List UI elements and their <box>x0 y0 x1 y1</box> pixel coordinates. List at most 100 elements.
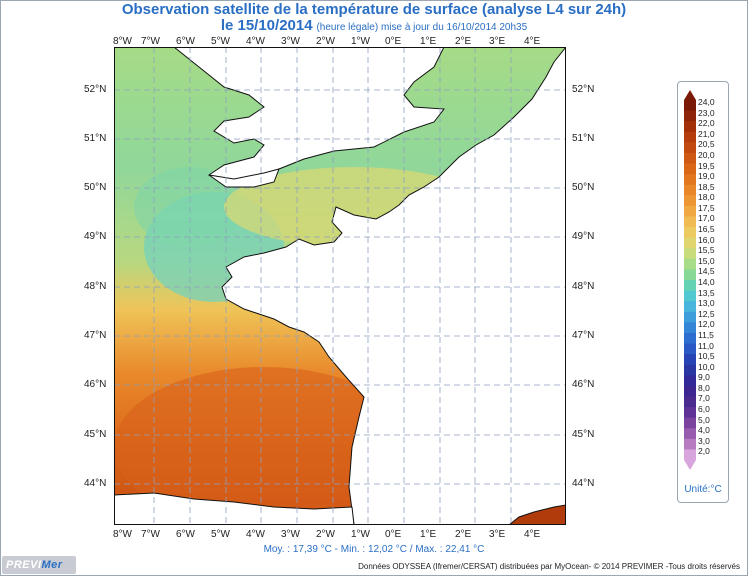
legend-swatch-20 <box>684 311 696 323</box>
lon-label-bottom-12: 4°E <box>524 529 541 540</box>
legend-swatch-33 <box>684 449 696 461</box>
legend-swatch-29 <box>684 407 696 419</box>
lon-label-bottom-11: 3°E <box>489 529 506 540</box>
legend-swatch-0 <box>684 100 696 112</box>
legend-label-28: 7,0 <box>698 393 710 404</box>
legend-label-23: 11,0 <box>698 340 714 351</box>
legend-label-25: 10,0 <box>698 361 715 372</box>
legend-label-10: 17,5 <box>698 202 715 213</box>
legend-label-20: 12,5 <box>698 308 715 319</box>
legend-label-21: 12,0 <box>698 319 715 330</box>
legend-swatch-18 <box>684 290 696 302</box>
legend-swatch-16 <box>684 269 696 281</box>
lon-label-top-5: 3°W <box>281 36 300 47</box>
map-date: le 15/10/2014 <box>220 17 313 34</box>
legend-label-15: 15,0 <box>698 255 715 266</box>
logo-text-1: PREVI <box>6 559 42 571</box>
legend-label-14: 15,5 <box>698 245 715 256</box>
legend-swatch-2 <box>684 121 696 133</box>
legend-swatch-22 <box>684 332 696 345</box>
lat-label-right-4: 48°N <box>572 281 595 292</box>
legend-swatch-24 <box>684 354 696 366</box>
update-info: (heure légale) mise à jour du 16/10/2014… <box>316 22 528 33</box>
sst-map <box>114 47 566 525</box>
lon-label-bottom-1: 7°W <box>141 529 160 540</box>
lon-label-bottom-5: 3°W <box>281 529 300 540</box>
lon-label-top-1: 7°W <box>141 36 160 47</box>
legend-label-19: 13,0 <box>698 298 715 309</box>
lat-label-left-3: 49°N <box>84 231 107 242</box>
legend-swatch-25 <box>684 364 696 376</box>
map-title: Observation satellite de la température … <box>121 1 627 18</box>
lon-label-top-11: 3°E <box>489 36 506 47</box>
legend-swatch-9 <box>684 195 696 207</box>
legend-label-27: 8,0 <box>698 382 710 393</box>
lat-label-left-8: 44°N <box>84 478 107 489</box>
legend-swatch-32 <box>684 438 696 450</box>
legend-label-0: 24,0 <box>698 97 715 107</box>
lat-label-right-3: 49°N <box>572 231 595 242</box>
lon-label-bottom-7: 1°W <box>351 529 370 540</box>
legend-swatch-10 <box>684 205 696 217</box>
lat-label-left-0: 52°N <box>84 84 107 95</box>
legend-swatch-11 <box>684 216 696 228</box>
legend-label-26: 9,0 <box>698 372 710 383</box>
graticule <box>114 47 566 525</box>
lat-label-right-6: 46°N <box>572 379 595 390</box>
legend-swatch-21 <box>684 322 696 334</box>
lon-label-bottom-3: 5°W <box>211 529 230 540</box>
lon-label-bottom-6: 2°W <box>316 529 335 540</box>
lon-label-bottom-9: 1°E <box>420 529 437 540</box>
legend-label-8: 18,5 <box>698 181 715 192</box>
legend-label-7: 19,0 <box>698 171 715 182</box>
legend-label-11: 17,0 <box>698 213 715 224</box>
lon-label-bottom-10: 2°E <box>455 529 472 540</box>
lon-label-top-10: 2°E <box>455 36 472 47</box>
lat-label-right-2: 50°N <box>572 182 595 193</box>
legend-label-1: 23,0 <box>698 107 715 118</box>
lat-label-left-7: 45°N <box>84 429 107 440</box>
lon-label-top-8: 0°E <box>385 36 402 47</box>
lat-label-right-1: 51°N <box>572 133 595 144</box>
legend-label-6: 19,5 <box>698 160 715 171</box>
lat-label-right-5: 47°N <box>572 330 595 341</box>
legend-swatch-19 <box>684 301 696 313</box>
lon-label-top-6: 2°W <box>316 36 335 47</box>
lon-label-bottom-4: 4°W <box>246 529 265 540</box>
stats-line: Moy. : 17,39 °C - Min. : 12,02 °C / Max.… <box>263 544 485 555</box>
mediterranean <box>508 504 566 525</box>
legend-arrow-top <box>684 90 696 100</box>
map-border <box>114 47 566 525</box>
lat-label-left-1: 51°N <box>84 133 107 144</box>
legend-label-12: 16,5 <box>698 224 715 235</box>
legend-label-29: 6,0 <box>698 404 710 415</box>
lat-label-right-7: 45°N <box>572 429 595 440</box>
land-spain <box>114 492 355 525</box>
legend-swatch-5 <box>684 152 696 165</box>
lon-label-top-4: 4°W <box>246 36 265 47</box>
legend-swatch-15 <box>684 258 696 270</box>
legend-label-22: 11,5 <box>698 329 714 340</box>
legend-arrow-bottom <box>684 460 696 470</box>
legend-colorbar <box>684 90 696 470</box>
legend-label-24: 10,5 <box>698 351 715 362</box>
legend-label-3: 21,0 <box>698 128 715 139</box>
lon-label-top-7: 1°W <box>351 36 370 47</box>
legend-swatch-26 <box>684 375 696 387</box>
legend-label-9: 18,0 <box>698 192 715 203</box>
biscay-warm <box>114 367 414 525</box>
map-subtitle: le 15/10/2014 (heure légale) mise à jour… <box>0 17 748 34</box>
lon-label-top-12: 4°E <box>524 36 541 47</box>
lat-label-left-6: 46°N <box>84 379 107 390</box>
legend-label-5: 20,0 <box>698 149 715 160</box>
legend-label-4: 20,5 <box>698 139 715 150</box>
legend-swatch-8 <box>684 184 696 196</box>
legend-swatch-14 <box>684 248 696 260</box>
legend-swatch-30 <box>684 417 696 429</box>
previmer-logo: PREVIMer <box>2 556 76 574</box>
lat-label-right-0: 52°N <box>572 84 595 95</box>
lon-label-top-2: 6°W <box>176 36 195 47</box>
legend-swatch-23 <box>684 343 696 355</box>
legend-swatch-4 <box>684 142 696 154</box>
land-cornwall <box>208 168 280 188</box>
